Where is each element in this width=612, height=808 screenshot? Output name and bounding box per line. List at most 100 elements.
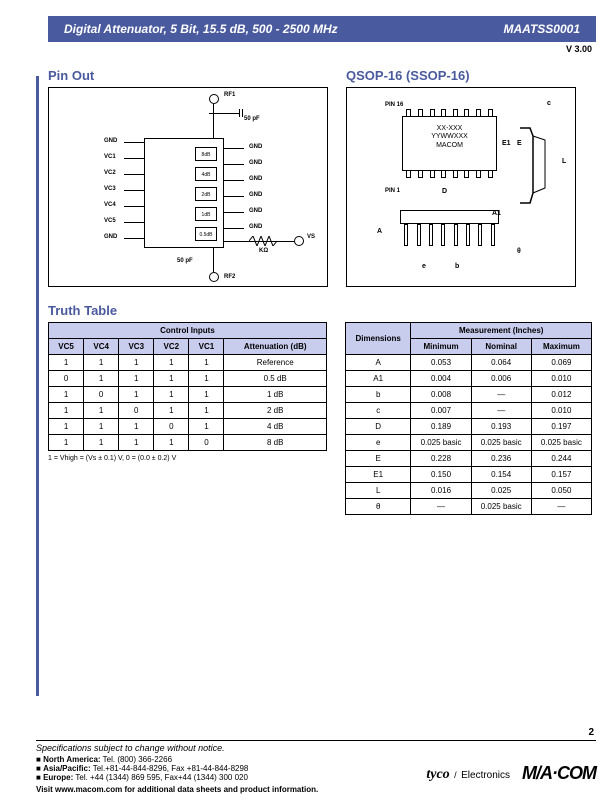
dim-c: c <box>547 100 551 107</box>
table-cell: 0 <box>49 371 84 387</box>
table-cell: A <box>345 355 411 371</box>
table-cell: 0.189 <box>411 419 471 435</box>
cap1a <box>239 109 240 117</box>
table-cell: 1 <box>189 355 224 371</box>
tt-c5: Attenuation (dB) <box>224 339 326 355</box>
table-cell: L <box>345 483 411 499</box>
left-rule <box>36 76 39 696</box>
ls0 <box>124 142 144 143</box>
fp7 <box>478 224 482 246</box>
fp3 <box>429 224 433 246</box>
table-cell: 4 dB <box>224 419 326 435</box>
rf2-line <box>213 248 214 272</box>
table-row: θ—0.025 basic— <box>345 499 591 515</box>
pr2: GND <box>249 176 262 182</box>
cap1b <box>242 109 243 117</box>
rs4 <box>224 212 244 213</box>
pkg-body: XX-XXX YYWWXXX MACOM <box>402 116 497 171</box>
pl2: VC2 <box>104 170 116 176</box>
table-cell: 0.5 dB <box>224 371 326 387</box>
table-row: E0.2280.2360.244 <box>345 451 591 467</box>
table-cell: 0.007 <box>411 403 471 419</box>
vs-port <box>294 236 304 246</box>
atten-8db: 8dB <box>195 147 217 161</box>
pb4 <box>441 170 446 178</box>
pkg-pins-bot <box>403 170 496 178</box>
table-cell: 0.228 <box>411 451 471 467</box>
fp8 <box>491 224 495 246</box>
table-cell: A1 <box>345 371 411 387</box>
footer: Specifications subject to change without… <box>36 740 596 794</box>
na-l: North America: <box>43 755 101 764</box>
ls6 <box>124 238 144 239</box>
pt4 <box>441 109 446 117</box>
pl3: VC3 <box>104 186 116 192</box>
table-cell: 0.006 <box>471 371 531 387</box>
table-cell: e <box>345 435 411 451</box>
rf1-line <box>213 104 214 138</box>
pt6 <box>464 109 469 117</box>
pkg-pins-top <box>403 109 496 117</box>
rs1 <box>224 164 244 165</box>
table-cell: 0.069 <box>531 355 591 371</box>
cap1-line <box>209 113 239 114</box>
table-cell: 0.016 <box>411 483 471 499</box>
pkg-l1: XX-XXX <box>403 125 496 133</box>
table-row: 110112 dB <box>49 403 327 419</box>
table-cell: 0.025 basic <box>471 435 531 451</box>
atten-2db: 2dB <box>195 187 217 201</box>
dim-e: e <box>422 263 426 270</box>
tt-c1: VC4 <box>84 339 119 355</box>
table-row: D0.1890.1930.197 <box>345 419 591 435</box>
header-part: MAATSS0001 <box>504 22 580 36</box>
header-title: Digital Attenuator, 5 Bit, 15.5 dB, 500 … <box>64 22 338 36</box>
pb1 <box>406 170 411 178</box>
footer-ap: ■ Asia/Pacific: Tel.+81-44-844-8296, Fax… <box>36 764 596 773</box>
foot-body <box>400 210 499 224</box>
ap-v: Tel.+81-44-844-8296, Fax +81-44-844-8298 <box>93 764 249 773</box>
dim-E1: E1 <box>502 140 511 147</box>
pr1: GND <box>249 160 262 166</box>
table-cell: 0.064 <box>471 355 531 371</box>
table-row: b0.008—0.012 <box>345 387 591 403</box>
table-cell: 1 <box>154 435 189 451</box>
table-cell: 1 <box>84 435 119 451</box>
dim-table: Dimensions Measurement (Inches) Minimum … <box>345 322 592 515</box>
table-cell: 0.197 <box>531 419 591 435</box>
table-cell: 0 <box>119 403 154 419</box>
table-cell: 0.010 <box>531 371 591 387</box>
vs-label: VS <box>307 234 315 240</box>
dt-h2: Measurement (Inches) <box>411 323 592 339</box>
table-cell: 0.025 basic <box>411 435 471 451</box>
pt1 <box>406 109 411 117</box>
pr0: GND <box>249 144 262 150</box>
tt-c3: VC2 <box>154 339 189 355</box>
table-cell: 1 <box>49 403 84 419</box>
pb6 <box>464 170 469 178</box>
table-cell: 1 <box>49 419 84 435</box>
ls1 <box>124 158 144 159</box>
table-cell: 1 <box>189 403 224 419</box>
table-cell: Reference <box>224 355 326 371</box>
pb3 <box>430 170 435 178</box>
pb8 <box>488 170 493 178</box>
pinout-section: Pin Out RF1 50 pF 8dB 4dB 2dB 1dB 0.5dB … <box>48 62 328 287</box>
pl5: VC5 <box>104 218 116 224</box>
table-cell: — <box>471 403 531 419</box>
table-cell: 0.025 <box>471 483 531 499</box>
table-cell: 0.025 basic <box>471 499 531 515</box>
table-cell: 1 <box>189 387 224 403</box>
table-row: e0.025 basic0.025 basic0.025 basic <box>345 435 591 451</box>
tt-c2: VC3 <box>119 339 154 355</box>
dim-A: A <box>377 228 382 235</box>
dt-c0: Minimum <box>411 339 471 355</box>
pb7 <box>476 170 481 178</box>
table-row: A0.0530.0640.069 <box>345 355 591 371</box>
table-cell: 1 <box>154 387 189 403</box>
pt7 <box>476 109 481 117</box>
rf1-label: RF1 <box>224 92 235 98</box>
atten-05db: 0.5dB <box>195 227 217 241</box>
pb5 <box>453 170 458 178</box>
qsop-section: QSOP-16 (SSOP-16) PIN 16 XX-XXX YYWWXXX … <box>346 62 576 287</box>
fp1 <box>404 224 408 246</box>
